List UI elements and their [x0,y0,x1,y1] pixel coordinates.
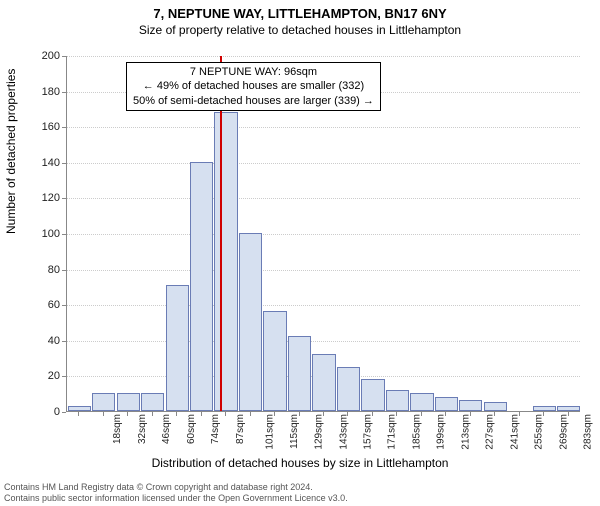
x-tick-mark [201,412,202,416]
histogram-bar [190,162,213,411]
y-tick-label: 40 [30,335,60,347]
y-axis-label: Number of detached properties [4,69,18,234]
y-tick-label: 80 [30,264,60,276]
infobox-line-3: 50% of semi-detached houses are larger (… [133,94,374,108]
histogram-bar [459,400,482,411]
infobox-line-1: 7 NEPTUNE WAY: 96sqm [133,65,374,79]
x-tick-mark [396,412,397,416]
x-tick-label: 32sqm [137,414,148,444]
x-tick-label: 255sqm [534,414,545,450]
x-tick-label: 101sqm [265,414,276,450]
x-tick-label: 46sqm [161,414,172,444]
histogram-bar [239,233,262,411]
chart-container: 7, NEPTUNE WAY, LITTLEHAMPTON, BN17 6NY … [0,6,600,506]
x-tick-label: 60sqm [186,414,197,444]
x-tick-label: 18sqm [112,414,123,444]
x-tick-label: 143sqm [338,414,349,450]
x-tick-mark [347,412,348,416]
y-tick-label: 140 [30,157,60,169]
x-tick-mark [103,412,104,416]
histogram-bar [557,406,580,411]
x-tick-mark [372,412,373,416]
x-tick-label: 157sqm [363,414,374,450]
y-tick-label: 180 [30,86,60,98]
x-tick-label: 129sqm [314,414,325,450]
histogram-bar [68,406,91,411]
x-tick-mark [152,412,153,416]
histogram-bar [92,393,115,411]
histogram-bar [410,393,433,411]
x-tick-mark [225,412,226,416]
x-tick-label: 269sqm [558,414,569,450]
x-tick-mark [543,412,544,416]
x-tick-mark [494,412,495,416]
y-tick-label: 0 [30,406,60,418]
x-tick-label: 87sqm [235,414,246,444]
histogram-bar [312,354,335,411]
x-tick-label: 185sqm [412,414,423,450]
x-tick-label: 283sqm [583,414,594,450]
histogram-bar [288,336,311,411]
x-tick-mark [274,412,275,416]
x-tick-mark [250,412,251,416]
x-tick-mark [470,412,471,416]
y-tick-label: 200 [30,50,60,62]
histogram-bar [533,406,556,411]
x-tick-mark [421,412,422,416]
x-tick-label: 115sqm [288,414,299,449]
histogram-bar [361,379,384,411]
x-tick-mark [323,412,324,416]
x-tick-label: 74sqm [210,414,221,444]
histogram-bar [117,393,140,411]
x-tick-mark [127,412,128,416]
histogram-bar [166,285,189,411]
histogram-bar [435,397,458,411]
x-tick-mark [568,412,569,416]
x-tick-label: 241sqm [509,414,520,450]
histogram-bar [214,112,237,411]
chart-title-main: 7, NEPTUNE WAY, LITTLEHAMPTON, BN17 6NY [0,6,600,21]
infobox-line-2: ← 49% of detached houses are smaller (33… [133,79,374,93]
y-tick-label: 20 [30,370,60,382]
x-tick-mark [445,412,446,416]
x-tick-label: 227sqm [485,414,496,450]
histogram-bar [386,390,409,411]
x-tick-label: 199sqm [436,414,447,450]
histogram-bar [484,402,507,411]
x-axis-label: Distribution of detached houses by size … [0,456,600,470]
chart-title-sub: Size of property relative to detached ho… [0,23,600,37]
y-tick-label: 120 [30,192,60,204]
y-tick-label: 100 [30,228,60,240]
x-tick-mark [519,412,520,416]
histogram-bar [141,393,164,411]
histogram-bar [337,367,360,412]
x-tick-mark [176,412,177,416]
y-tick-mark [62,412,66,413]
y-tick-label: 160 [30,121,60,133]
info-callout-box: 7 NEPTUNE WAY: 96sqm ← 49% of detached h… [126,62,381,111]
x-tick-mark [299,412,300,416]
footer-line-2: Contains public sector information licen… [4,493,348,504]
footer-line-1: Contains HM Land Registry data © Crown c… [4,482,348,493]
histogram-bar [263,311,286,411]
x-tick-mark [78,412,79,416]
y-tick-label: 60 [30,299,60,311]
attribution-footer: Contains HM Land Registry data © Crown c… [4,482,348,504]
x-tick-label: 213sqm [460,414,471,450]
x-tick-label: 171sqm [387,414,398,450]
